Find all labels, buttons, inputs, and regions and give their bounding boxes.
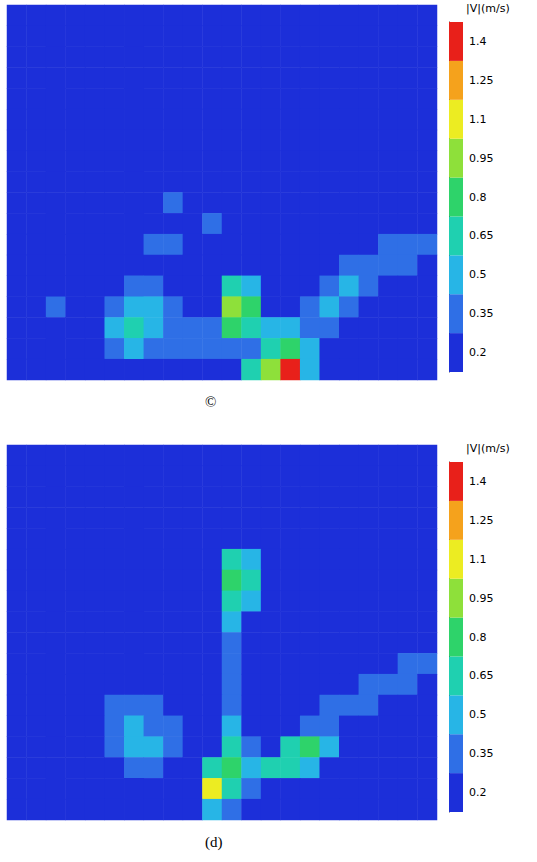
svg-text:0.35: 0.35 (469, 307, 494, 320)
svg-text:1.4: 1.4 (469, 475, 487, 488)
svg-text:1.1: 1.1 (469, 113, 487, 126)
svg-text:0.5: 0.5 (469, 268, 487, 281)
svg-text:0.2: 0.2 (469, 346, 487, 359)
svg-text:0.95: 0.95 (469, 152, 494, 165)
svg-text:0.8: 0.8 (469, 191, 487, 204)
svg-text:1.25: 1.25 (469, 514, 494, 527)
svg-text:1.1: 1.1 (469, 553, 487, 566)
svg-text:0.65: 0.65 (469, 669, 494, 682)
svg-text:0.5: 0.5 (469, 708, 487, 721)
svg-text:0.8: 0.8 (469, 631, 487, 644)
svg-text:|V|(m/s): |V|(m/s) (466, 442, 510, 455)
svg-text:0.35: 0.35 (469, 747, 494, 760)
svg-text:1.4: 1.4 (469, 35, 487, 48)
svg-text:0.95: 0.95 (469, 592, 494, 605)
svg-text:|V|(m/s): |V|(m/s) (466, 2, 510, 15)
svg-text:0.65: 0.65 (469, 229, 494, 242)
svg-text:(d): (d) (205, 834, 223, 851)
svg-text:1.25: 1.25 (469, 74, 494, 87)
svg-text:0.2: 0.2 (469, 786, 487, 799)
svg-text:©: © (205, 394, 216, 410)
